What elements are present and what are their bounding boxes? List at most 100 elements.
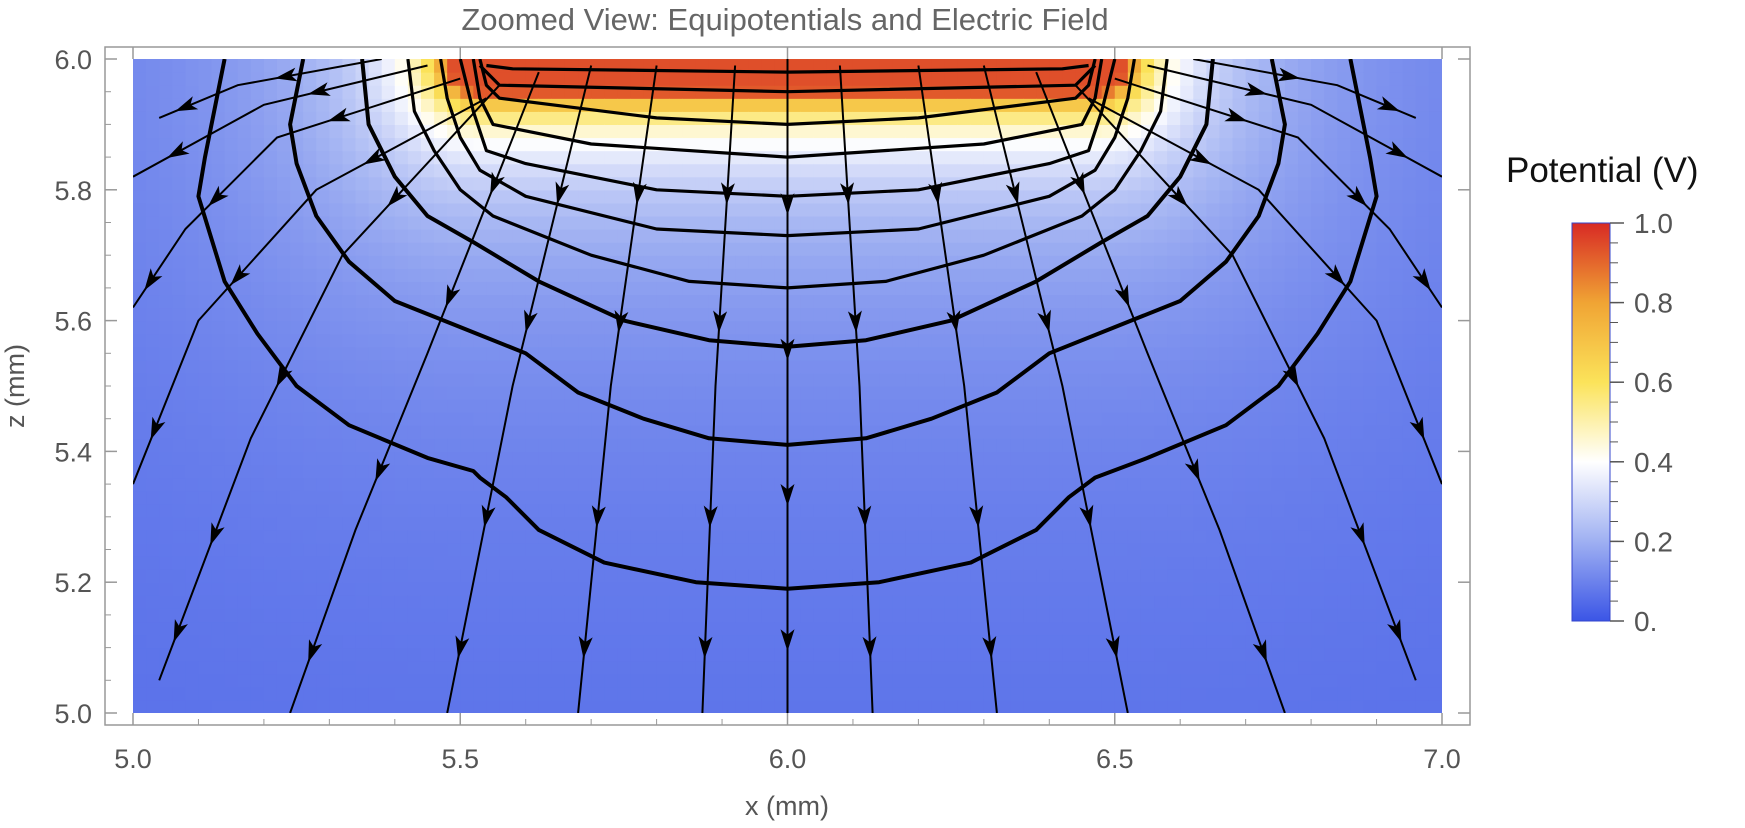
heatmap-cell [983, 124, 998, 139]
heatmap-cell [551, 124, 566, 139]
heatmap-cell [1010, 124, 1024, 139]
heatmap-cell [407, 255, 422, 269]
heatmap-cell [708, 699, 723, 713]
heatmap-cell [211, 215, 226, 230]
heatmap-cell [447, 608, 461, 623]
heatmap-cell [1023, 176, 1037, 191]
heatmap-cell [473, 582, 488, 596]
heatmap-cell [172, 294, 186, 309]
heatmap-cell [1415, 176, 1430, 191]
heatmap-cell [1363, 346, 1378, 361]
heatmap-cell [172, 333, 186, 348]
heatmap-cell [525, 255, 540, 269]
heatmap-cell [486, 320, 501, 335]
heatmap-cell [1284, 582, 1299, 596]
heatmap-cell [970, 451, 985, 466]
heatmap-cell [839, 673, 854, 688]
heatmap-cell [394, 464, 409, 479]
heatmap-cell [957, 686, 972, 701]
heatmap-cell [826, 699, 841, 713]
heatmap-cell [1376, 346, 1391, 361]
heatmap-cell [381, 608, 396, 623]
heatmap-cell [185, 412, 200, 426]
heatmap-cell [591, 438, 605, 452]
heatmap-cell [656, 477, 671, 492]
heatmap-cell [1154, 150, 1168, 165]
heatmap-cell [381, 425, 396, 439]
heatmap-cell [564, 268, 579, 282]
heatmap-cell [329, 438, 344, 452]
heatmap-cell [1271, 255, 1286, 269]
heatmap-cell [735, 621, 749, 636]
heatmap-cell [735, 503, 749, 518]
heatmap-cell [983, 412, 998, 426]
heatmap-cell [1415, 386, 1430, 400]
heatmap-cell [1180, 686, 1194, 701]
heatmap-cell [879, 189, 893, 204]
heatmap-cell [1062, 542, 1077, 557]
heatmap-cell [460, 176, 474, 191]
heatmap-cell [434, 673, 448, 688]
heatmap-cell [1193, 163, 1207, 178]
heatmap-cell [695, 85, 710, 99]
heatmap-cell [355, 556, 370, 570]
heatmap-cell [669, 634, 684, 649]
heatmap-cell [800, 346, 815, 361]
heatmap-cell [918, 425, 933, 439]
heatmap-cell [892, 464, 906, 479]
heatmap-cell [1311, 137, 1325, 152]
heatmap-cell [1101, 399, 1116, 413]
heatmap-cell [316, 634, 330, 649]
heatmap-cell [1219, 137, 1234, 152]
heatmap-cell [905, 438, 919, 452]
heatmap-cell [996, 595, 1011, 609]
heatmap-cell [172, 451, 186, 466]
heatmap-cell [722, 255, 736, 269]
heatmap-cell [826, 359, 841, 374]
heatmap-cell [447, 529, 461, 544]
heatmap-cell [329, 686, 344, 701]
heatmap-cell [866, 111, 880, 125]
heatmap-cell [669, 98, 684, 112]
heatmap-cell [604, 477, 618, 492]
heatmap-cell [1049, 621, 1063, 636]
heatmap-cell [800, 425, 815, 439]
heatmap-cell [813, 202, 828, 217]
heatmap-cell [185, 268, 200, 282]
heatmap-cell [970, 412, 985, 426]
heatmap-cell [1350, 595, 1365, 609]
heatmap-cell [682, 359, 697, 374]
heatmap-cell [800, 320, 815, 335]
heatmap-cell [1245, 451, 1260, 466]
heatmap-cell [1311, 176, 1325, 191]
heatmap-cell [892, 98, 906, 112]
heatmap-cell [578, 490, 592, 505]
heatmap-cell [1101, 686, 1116, 701]
heatmap-cell [879, 464, 893, 479]
heatmap-cell [578, 464, 592, 479]
heatmap-cell [211, 294, 226, 309]
heatmap-cell [1350, 202, 1365, 217]
heatmap-cell [1376, 255, 1391, 269]
heatmap-cell [1363, 72, 1378, 86]
heatmap-cell [787, 608, 802, 623]
heatmap-cell [146, 189, 160, 204]
heatmap-cell [1271, 516, 1286, 531]
heatmap-cell [1258, 608, 1273, 623]
heatmap-cell [813, 98, 828, 112]
heatmap-cell [1193, 202, 1207, 217]
heatmap-cell [512, 660, 527, 675]
heatmap-cell [1284, 529, 1299, 544]
heatmap-cell [1193, 529, 1207, 544]
heatmap-cell [564, 582, 579, 596]
heatmap-cell [656, 294, 671, 309]
heatmap-cell [1101, 556, 1116, 570]
heatmap-cell [1324, 98, 1338, 112]
heatmap-cell [735, 660, 749, 675]
heatmap-cell [656, 464, 671, 479]
heatmap-cell [316, 137, 330, 152]
heatmap-cell [159, 72, 173, 86]
heatmap-cell [250, 516, 265, 531]
heatmap-cell [159, 569, 173, 583]
heatmap-cell [931, 150, 946, 165]
